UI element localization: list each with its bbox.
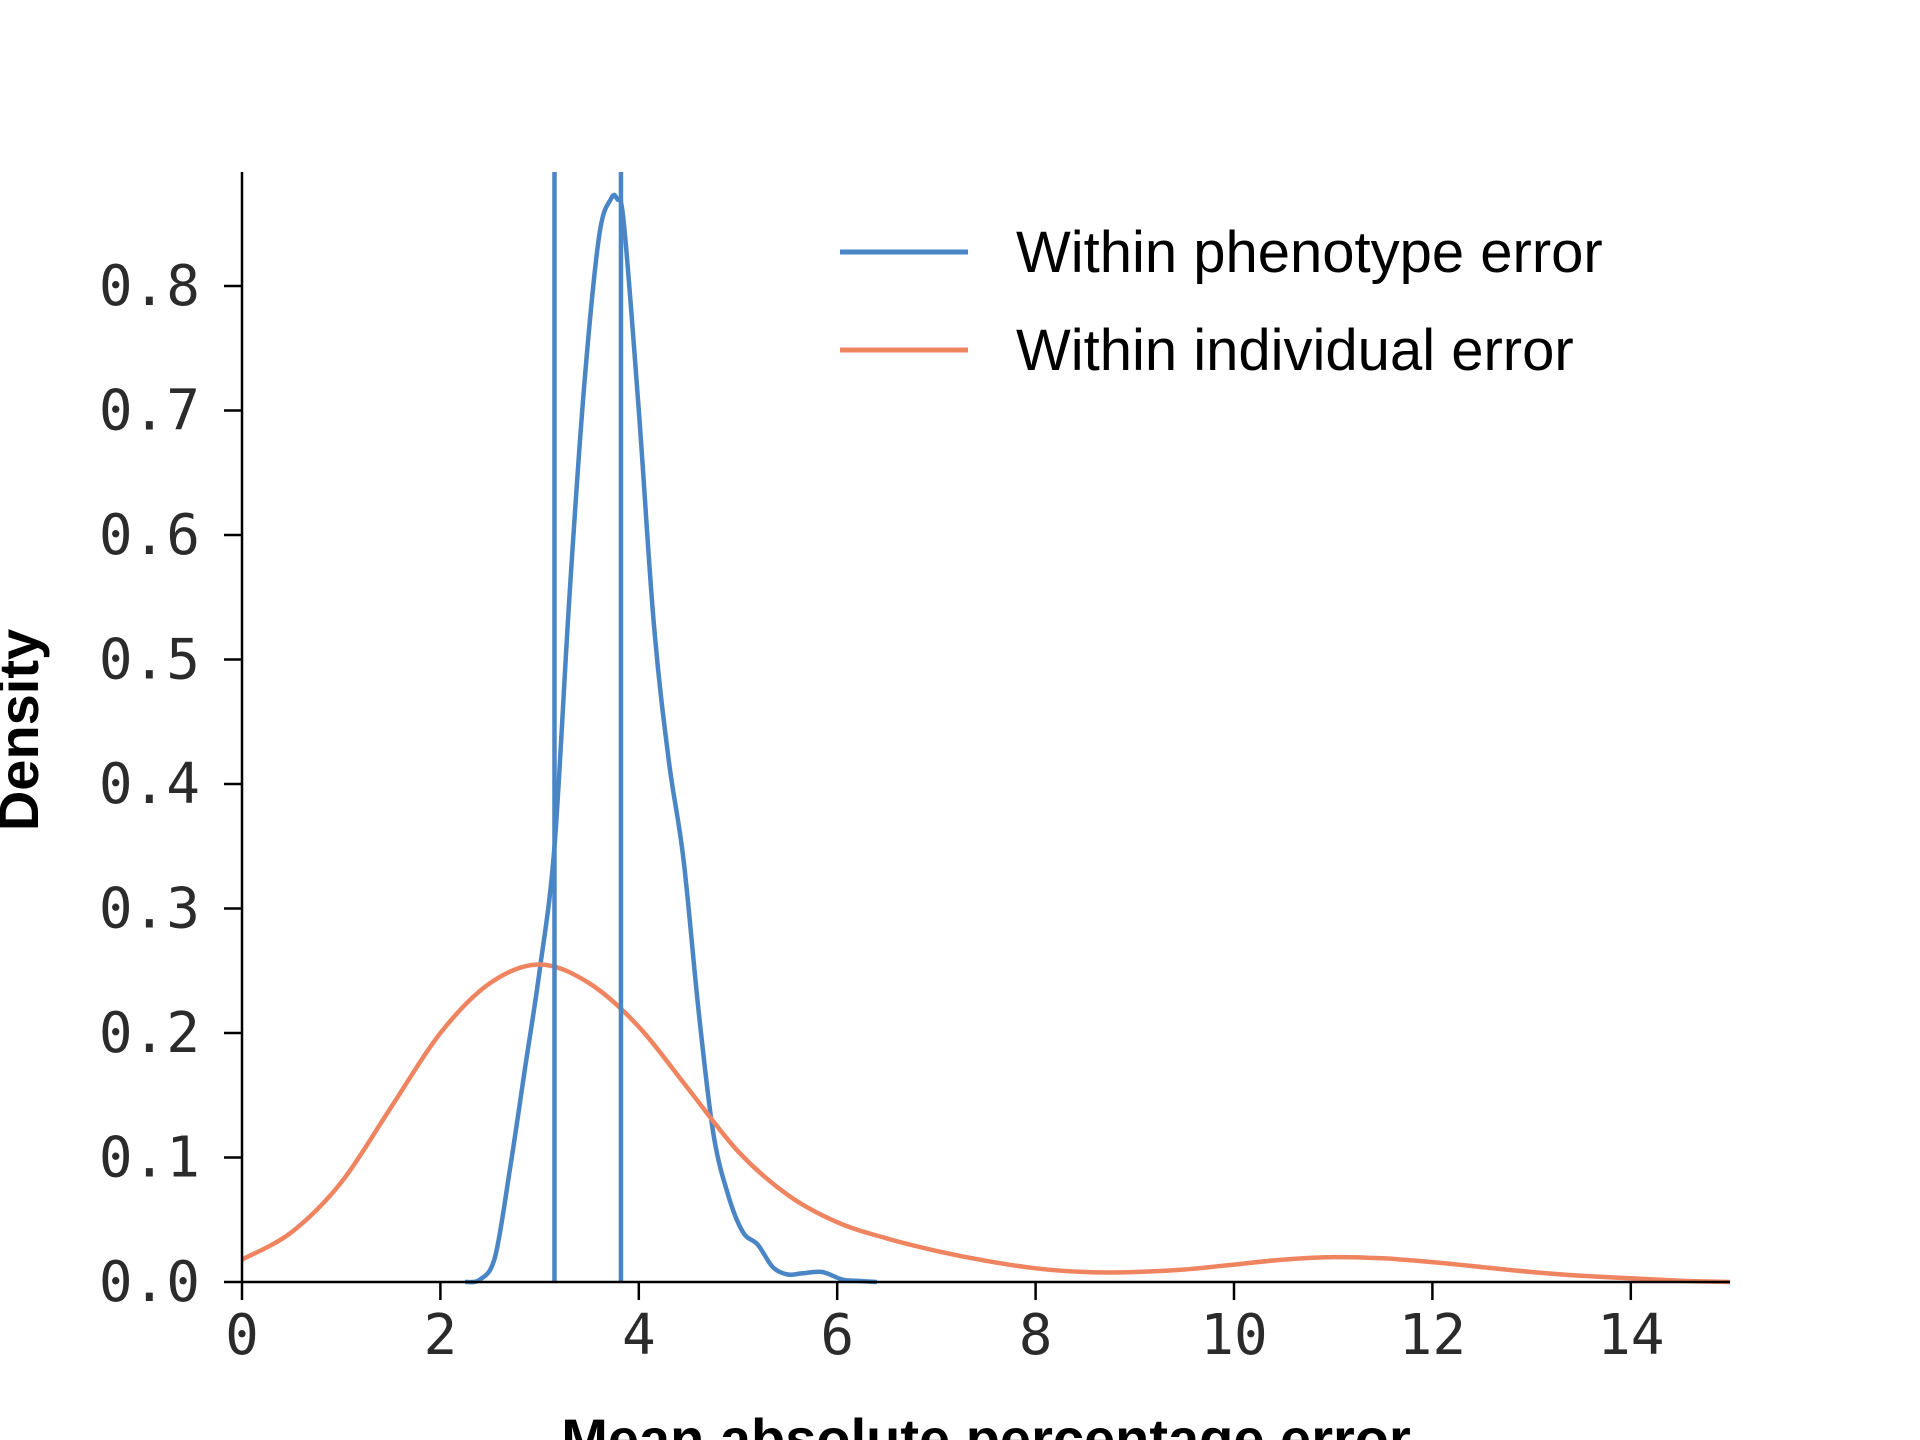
x-tick-label: 6 [820, 1303, 854, 1368]
y-tick-label: 0.1 [99, 1126, 200, 1191]
y-tick-label: 0.4 [99, 752, 200, 817]
x-tick-label: 14 [1597, 1303, 1664, 1368]
y-ticks: 0.0 0.1 0.2 0.3 0.4 0.5 0.6 0.7 0.8 [99, 254, 242, 1315]
y-tick-label: 0.0 [99, 1250, 200, 1315]
legend-label-within-individual: Within individual error [1016, 318, 1574, 383]
x-tick-label: 2 [424, 1303, 458, 1368]
x-ticks: 0 2 4 6 8 10 12 14 [225, 1282, 1665, 1368]
series-line-within-phenotype [464, 192, 878, 1285]
y-axis-title: Density [0, 629, 50, 831]
y-tick-label: 0.2 [99, 1001, 200, 1066]
y-tick-label: 0.7 [99, 379, 200, 444]
x-tick-label: 0 [225, 1303, 259, 1368]
x-tick-label: 4 [622, 1303, 656, 1368]
y-tick-label: 0.5 [99, 628, 200, 693]
y-tick-label: 0.6 [99, 503, 200, 568]
y-tick-label: 0.8 [99, 254, 200, 319]
x-axis-title: Mean absolute percentage error [561, 1407, 1411, 1440]
plot-lines [240, 172, 1731, 1285]
series-line-within-individual [240, 962, 1731, 1285]
x-tick-label: 10 [1200, 1303, 1267, 1368]
x-tick-label: 8 [1019, 1303, 1053, 1368]
legend: Within phenotype error Within individual… [840, 220, 1603, 383]
y-tick-label: 0.3 [99, 877, 200, 942]
x-tick-label: 12 [1399, 1303, 1466, 1368]
legend-label-within-phenotype: Within phenotype error [1016, 220, 1603, 285]
